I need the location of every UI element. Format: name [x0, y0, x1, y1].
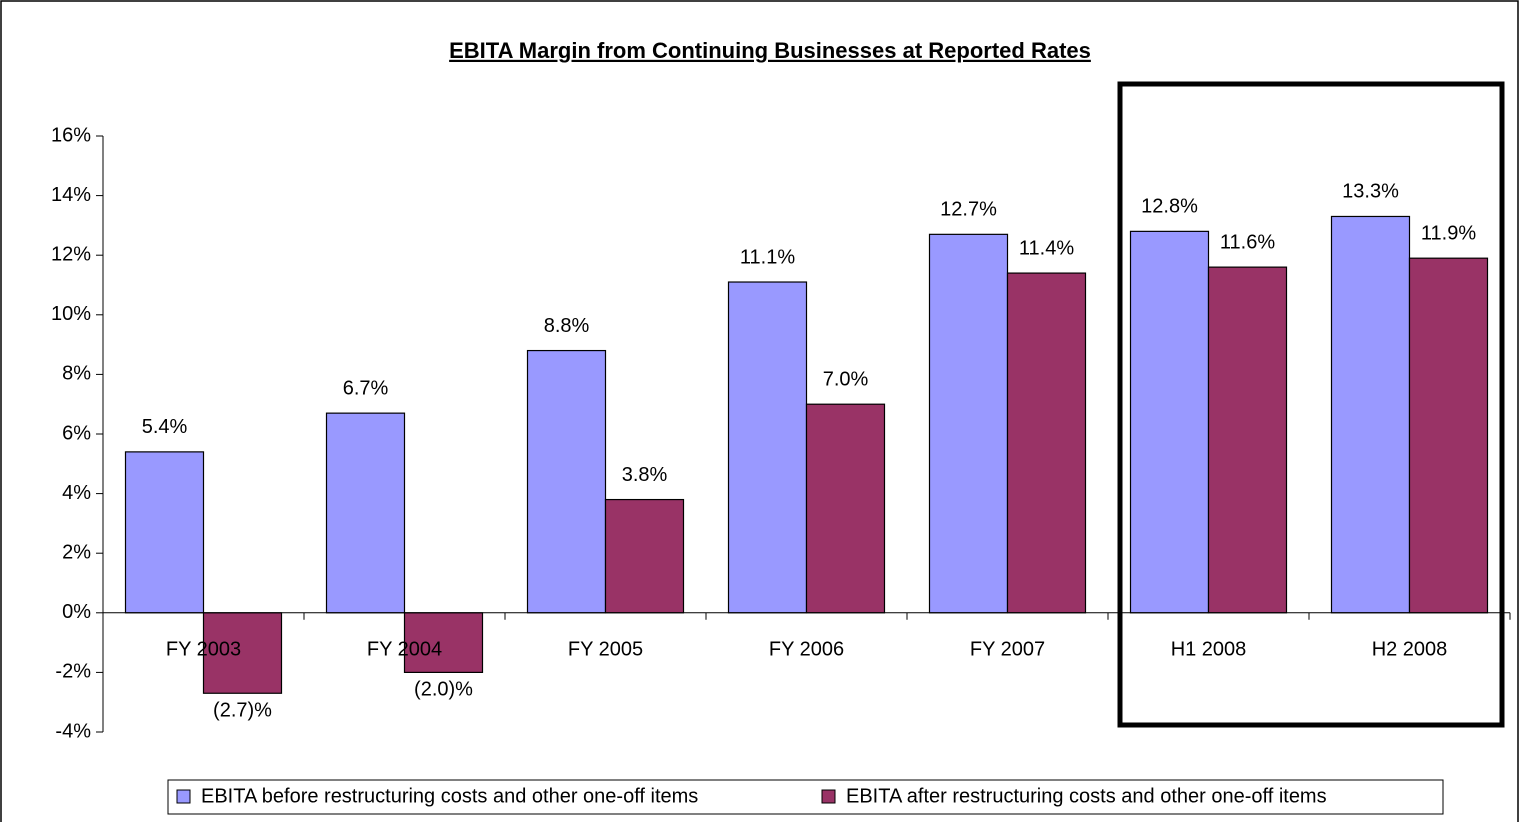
bar: [727, 281, 808, 614]
bar: [202, 612, 283, 694]
x-tick-label: FY 2006: [769, 638, 844, 660]
value-label: 6.7%: [343, 377, 389, 399]
value-label: 8.8%: [544, 315, 590, 337]
y-tick-label: 2%: [62, 541, 91, 563]
y-tick-label: -2%: [55, 661, 91, 683]
value-label: 3.8%: [622, 464, 668, 486]
legend-swatch: [176, 789, 191, 804]
bar: [1129, 230, 1210, 614]
y-tick-label: 8%: [62, 363, 91, 385]
bar: [1330, 215, 1411, 614]
value-label: 7.0%: [823, 368, 869, 390]
highlight-box: [1117, 81, 1505, 728]
value-label: (2.0)%: [414, 679, 473, 701]
bar: [403, 612, 484, 673]
bar: [1207, 266, 1288, 614]
value-label: 11.6%: [1220, 231, 1275, 253]
legend-swatch: [821, 789, 836, 804]
x-tick-label: H2 2008: [1372, 638, 1448, 660]
bar: [124, 451, 205, 614]
y-tick-label: 16%: [51, 124, 91, 146]
y-tick-label: 0%: [62, 601, 91, 623]
bar: [604, 498, 685, 614]
value-label: 11.9%: [1421, 222, 1476, 244]
value-label: 13.3%: [1342, 181, 1399, 203]
value-label: 11.4%: [1019, 237, 1074, 259]
value-label: 11.1%: [740, 246, 795, 268]
legend-label: EBITA after restructuring costs and othe…: [846, 785, 1327, 807]
x-tick-label: FY 2003: [166, 638, 241, 660]
value-label: 5.4%: [142, 416, 188, 438]
x-tick-label: H1 2008: [1171, 638, 1247, 660]
value-label: 12.7%: [940, 199, 997, 221]
bar: [526, 349, 607, 614]
y-tick-label: 6%: [62, 422, 91, 444]
y-tick-label: 14%: [51, 184, 91, 206]
value-label: 12.8%: [1141, 196, 1198, 218]
y-tick-label: 12%: [51, 243, 91, 265]
y-tick-label: 10%: [51, 303, 91, 325]
chart-title: EBITA Margin from Continuing Businesses …: [449, 38, 1091, 63]
bar: [805, 403, 886, 614]
bar: [325, 412, 406, 614]
value-label: (2.7)%: [213, 700, 272, 722]
y-tick-label: 4%: [62, 482, 91, 504]
legend-box: [167, 779, 1444, 815]
x-tick-label: FY 2005: [568, 638, 643, 660]
y-tick-label: -4%: [55, 720, 91, 742]
x-tick-label: FY 2007: [970, 638, 1045, 660]
bar: [1006, 272, 1087, 614]
bar: [1408, 257, 1489, 614]
bar: [928, 233, 1009, 614]
x-tick-label: FY 2004: [367, 638, 442, 660]
legend-label: EBITA before restructuring costs and oth…: [201, 785, 698, 807]
